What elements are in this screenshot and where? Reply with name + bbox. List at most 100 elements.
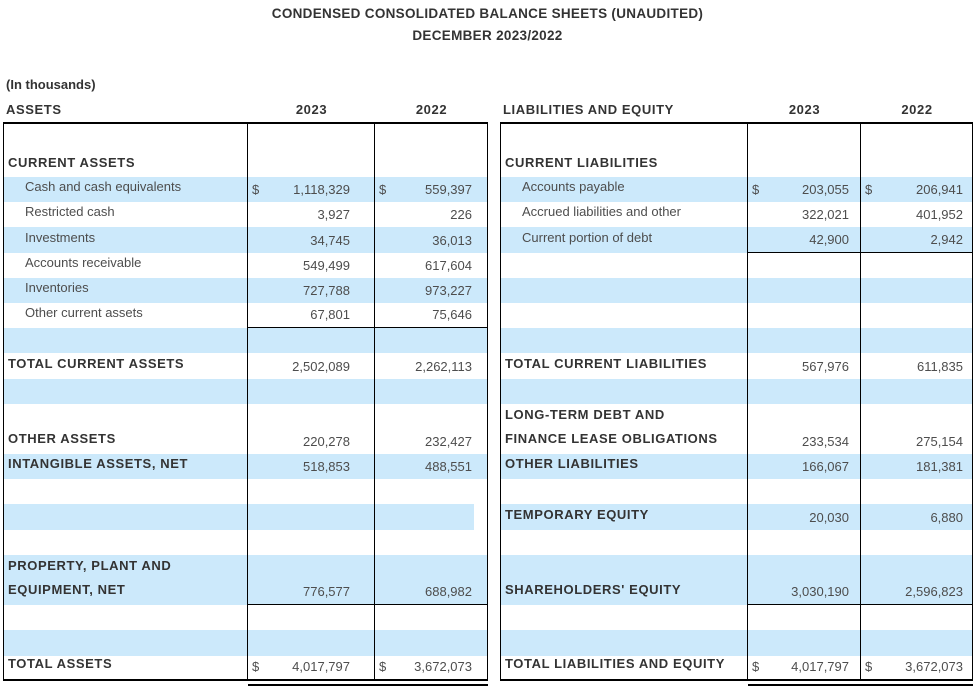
blank-row (4, 403, 487, 429)
dollar-sign: $ (752, 658, 760, 674)
value-2023-cell: 518,853 (248, 454, 375, 480)
label-cell: CURRENT LIABILITIES (501, 151, 748, 177)
value-2023-cell (748, 605, 861, 631)
label-cell: Restricted cash (4, 202, 248, 228)
row-shareholders-equity: SHAREHOLDERS' EQUITY 3,030,190 2,596,823 (501, 554, 972, 606)
dollar-sign: $ (865, 182, 873, 198)
cell-value: 75,646 (432, 307, 472, 323)
cell-value: 3,927 (317, 207, 350, 223)
value-2023-cell (248, 529, 375, 555)
value-2023-cell (748, 151, 861, 177)
value-2022-cell: 488,551 (375, 454, 487, 480)
label-cell (4, 378, 248, 404)
value-2022-cell: $3,672,073 (375, 655, 487, 679)
cell-value: 42,900 (809, 231, 849, 247)
value-2023-cell: 42,900 (748, 227, 861, 253)
label-cell: Accrued liabilities and other (501, 202, 748, 228)
label-cell (501, 630, 748, 656)
label-cell (4, 529, 248, 555)
cell-value: 226 (450, 207, 472, 223)
label-cell: PROPERTY, PLANT AND EQUIPMENT, NET (4, 554, 248, 606)
value-2022-cell: 2,596,823 (861, 554, 972, 606)
value-2023-cell (748, 630, 861, 656)
cell-value: 322,021 (802, 207, 849, 223)
label-cell: Accounts receivable (4, 252, 248, 278)
cell-value: 3,672,073 (905, 658, 963, 674)
label-cell: Inventories (4, 277, 248, 303)
row-label: Cash and cash equivalents (25, 179, 182, 195)
blank-row (501, 630, 972, 656)
value-2022-cell (375, 403, 487, 429)
label-cell (4, 605, 248, 631)
value-2022-cell: $206,941 (861, 177, 972, 203)
row-label: TOTAL CURRENT LIABILITIES (505, 355, 708, 371)
label-cell (4, 479, 248, 505)
cell-value: 36,013 (432, 232, 472, 248)
label-cell (501, 328, 748, 354)
cell-value: 166,067 (802, 459, 849, 475)
row-label: INTANGIBLE ASSETS, NET (8, 456, 189, 472)
cell-value: 518,853 (303, 459, 350, 475)
value-2022-cell: 2,942 (861, 227, 972, 253)
document-subtitle: DECEMBER 2023/2022 (412, 28, 563, 43)
blank-row (501, 529, 972, 555)
value-2023-cell (248, 504, 375, 530)
blank-row (501, 605, 972, 631)
document-title: CONDENSED CONSOLIDATED BALANCE SHEETS (U… (271, 6, 704, 21)
value-2023-cell: 776,577 (248, 554, 375, 606)
cell-value: 220,278 (303, 434, 350, 450)
row-other-current-assets: Other current assets 67,801 75,646 (4, 302, 487, 329)
label-cell: INTANGIBLE ASSETS, NET (4, 454, 248, 480)
value-2022-cell: 226 (375, 202, 487, 228)
left-year-2022-header: 2022 (415, 102, 448, 117)
cell-value: 4,017,797 (791, 658, 849, 674)
value-2022-cell (861, 479, 972, 505)
value-2022-cell: 181,381 (861, 454, 972, 480)
value-2022-cell: 2,262,113 (375, 353, 487, 379)
value-2022-cell (375, 504, 487, 530)
value-2023-cell: 233,534 (748, 403, 861, 455)
label-cell: Current portion of debt (501, 227, 748, 253)
label-cell: Cash and cash equivalents (4, 177, 248, 203)
value-2022-cell (861, 302, 972, 329)
cell-value: 776,577 (303, 584, 350, 600)
value-2023-cell (748, 378, 861, 404)
label-cell (501, 378, 748, 404)
value-2023-cell (748, 529, 861, 555)
value-2023-cell (748, 479, 861, 505)
row-label: Current portion of debt (522, 229, 653, 245)
label-cell (4, 630, 248, 656)
value-2023-cell: $203,055 (748, 177, 861, 203)
cell-value: 2,502,089 (292, 358, 350, 374)
row-label: PROPERTY, PLANT AND EQUIPMENT, NET (8, 558, 172, 598)
value-2023-cell: 67,801 (248, 302, 375, 329)
value-2023-cell: 567,976 (748, 353, 861, 379)
cell-value: 3,672,073 (414, 658, 472, 674)
cell-value: 559,397 (425, 182, 472, 198)
label-cell: TOTAL CURRENT ASSETS (4, 353, 248, 379)
cell-value: 6,880 (930, 509, 963, 525)
cell-value: 203,055 (802, 182, 849, 198)
cell-value: 1,118,329 (293, 182, 350, 198)
dollar-sign: $ (379, 182, 387, 198)
label-cell: TEMPORARY EQUITY (501, 504, 748, 530)
label-cell: TOTAL LIABILITIES AND EQUITY (501, 655, 748, 679)
cell-value: 181,381 (916, 459, 963, 475)
value-2023-cell (748, 277, 861, 303)
blank-row (4, 605, 487, 631)
row-label: OTHER ASSETS (8, 431, 116, 447)
value-2023-cell: 3,927 (248, 202, 375, 228)
liabilities-total-double-underline (748, 684, 973, 686)
value-2022-cell (375, 124, 487, 151)
blank-row (4, 328, 487, 354)
cell-value: 3,030,190 (791, 584, 849, 600)
row-label: OTHER LIABILITIES (505, 456, 639, 472)
label-cell (4, 124, 248, 151)
value-2022-cell (861, 277, 972, 303)
value-2022-cell (375, 378, 487, 404)
row-total-current-liabilities: TOTAL CURRENT LIABILITIES 567,976 611,835 (501, 353, 972, 379)
label-cell: LONG-TERM DEBT AND FINANCE LEASE OBLIGAT… (501, 403, 748, 455)
label-cell: CURRENT ASSETS (4, 151, 248, 177)
row-accounts-receivable: Accounts receivable 549,499 617,604 (4, 252, 487, 278)
